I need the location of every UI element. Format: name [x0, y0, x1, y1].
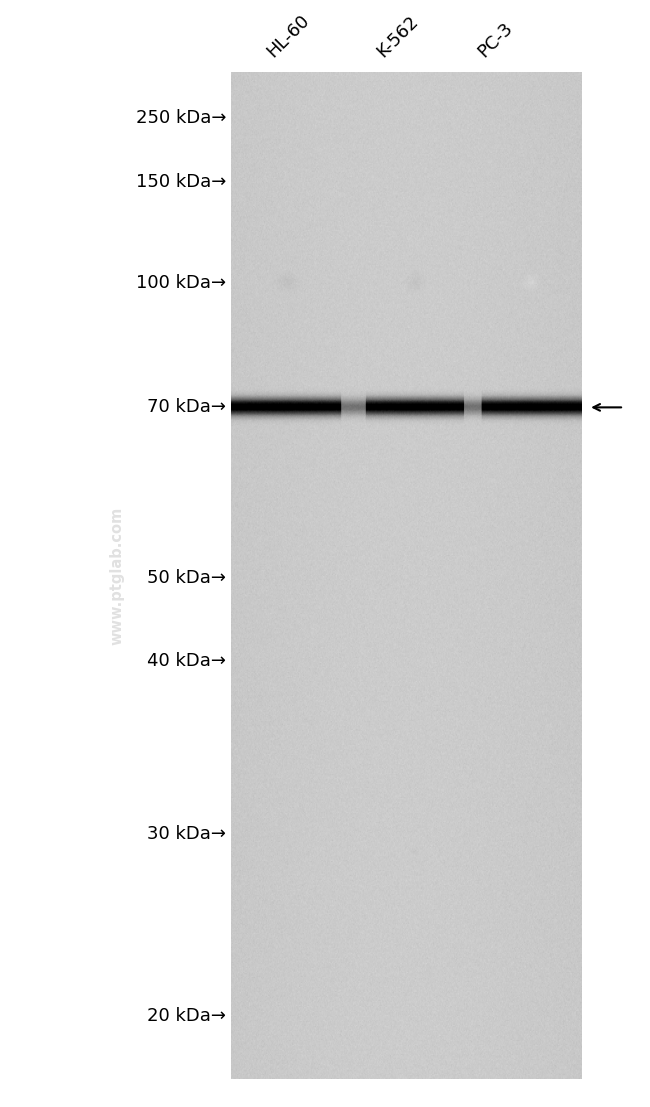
- Text: 70 kDa→: 70 kDa→: [147, 399, 226, 416]
- Text: HL-60: HL-60: [263, 11, 313, 61]
- Text: 150 kDa→: 150 kDa→: [136, 173, 226, 190]
- Text: 50 kDa→: 50 kDa→: [147, 569, 226, 587]
- Text: 40 kDa→: 40 kDa→: [147, 652, 226, 670]
- Text: K-562: K-562: [374, 12, 422, 61]
- Text: 20 kDa→: 20 kDa→: [147, 1007, 226, 1025]
- Text: 30 kDa→: 30 kDa→: [147, 825, 226, 842]
- Text: 250 kDa→: 250 kDa→: [136, 110, 226, 127]
- Text: www.ptglab.com: www.ptglab.com: [109, 507, 125, 644]
- Text: 100 kDa→: 100 kDa→: [136, 275, 226, 292]
- Text: PC-3: PC-3: [474, 19, 517, 61]
